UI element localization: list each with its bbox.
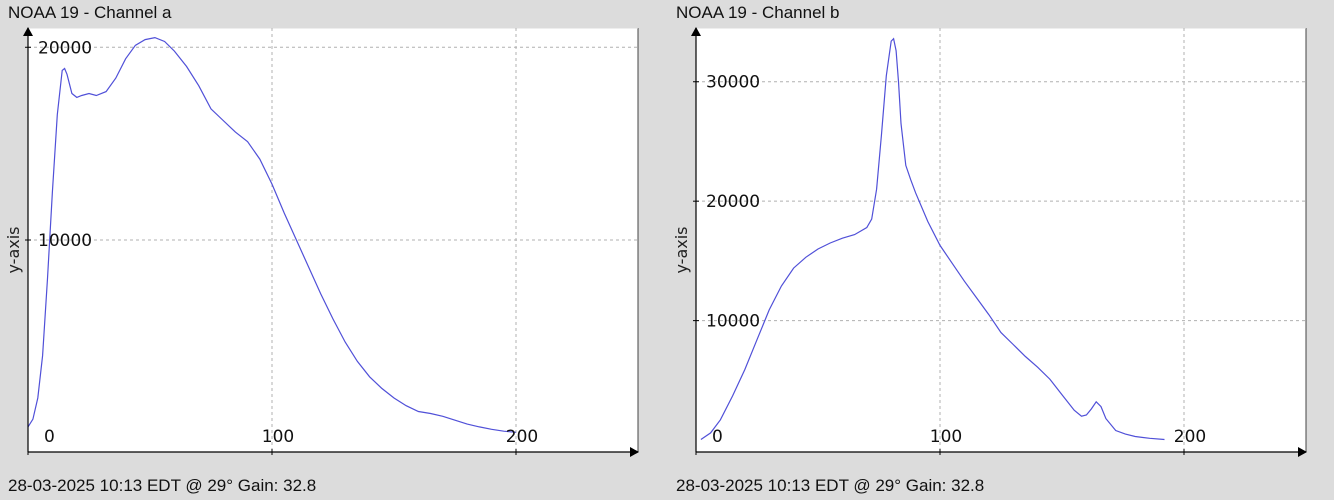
x-tick-label: 200: [506, 427, 538, 447]
chart-footer: 28-03-2025 10:13 EDT @ 29° Gain: 32.8: [676, 476, 985, 495]
y-axis-label: y-axis: [4, 226, 23, 273]
y-axis-arrow-icon: [691, 27, 701, 36]
x-tick-label: 0: [44, 427, 55, 447]
y-tick-label: 20000: [706, 192, 760, 212]
chart-panel-channel-b: NOAA 19 - Channel b 0 100 200 10000 20000 300…: [668, 0, 1328, 500]
line-chart-channel-b: 0 100 200 10000 20000 30000 y-axis: [672, 27, 1307, 457]
y-axis-label: y-axis: [672, 226, 691, 273]
data-series-line: [700, 37, 1165, 441]
line-chart-channel-a: 0 100 200 10000 20000 y-axis: [4, 27, 639, 457]
plot-area: [28, 28, 638, 452]
plot-area: [696, 28, 1306, 452]
data-series-line: [27, 36, 517, 433]
y-tick-label: 20000: [38, 38, 92, 58]
x-axis-arrow-icon: [630, 447, 639, 457]
chart-panel-channel-a: NOAA 19 - Channel a 0 100 200 10000 20000 y-a…: [0, 0, 660, 500]
y-axis-arrow-icon: [23, 27, 33, 36]
y-tick-label: 30000: [706, 73, 760, 93]
x-axis-arrow-icon: [1298, 447, 1307, 457]
y-tick-label: 10000: [38, 231, 92, 251]
chart-title: NOAA 19 - Channel a: [8, 3, 172, 22]
chart-footer: 28-03-2025 10:13 EDT @ 29° Gain: 32.8: [8, 476, 317, 495]
x-tick-label: 100: [262, 427, 294, 447]
x-tick-label: 100: [930, 427, 962, 447]
y-tick-label: 10000: [706, 312, 760, 332]
x-tick-label: 0: [712, 427, 723, 447]
x-tick-label: 200: [1174, 427, 1206, 447]
chart-title: NOAA 19 - Channel b: [676, 3, 840, 22]
